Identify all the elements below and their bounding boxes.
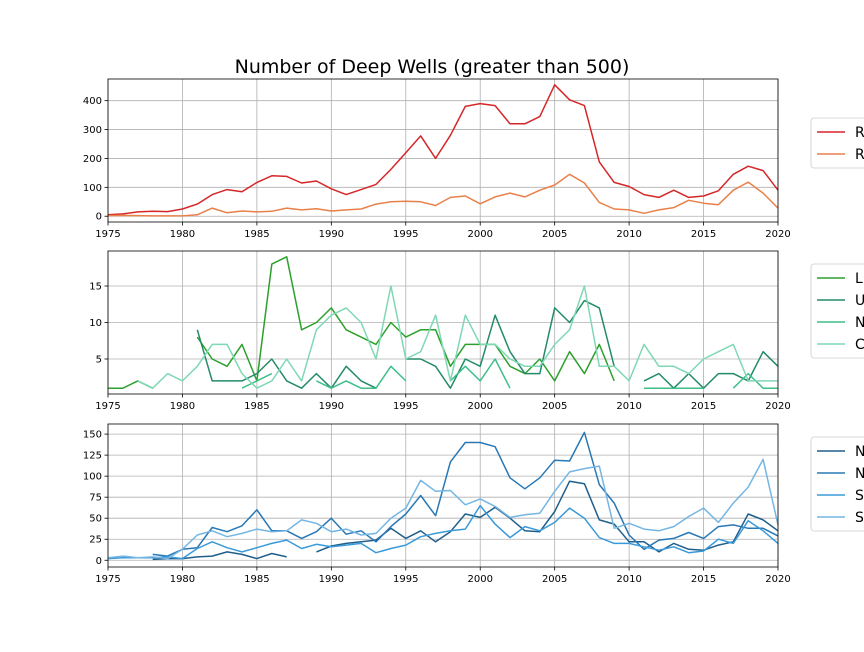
subplots: 1975 1980 1985 1990 1995 2000 2005 2010 2015 2020…	[83, 78, 864, 585]
x-tick-label: 2015	[691, 229, 716, 240]
x-tick-label: 1980	[170, 574, 195, 585]
x-tick-label: 2005	[542, 401, 567, 412]
x-tick-label: 2020	[765, 401, 790, 412]
x-tick-label: 2005	[542, 574, 567, 585]
x-tick-label: 1995	[393, 229, 418, 240]
y-tick-label: 150	[83, 430, 102, 441]
series-line-2-3	[241, 372, 273, 389]
legend-label: R	[855, 147, 864, 163]
x-tick-label: 1985	[244, 401, 269, 412]
series-line-2-2	[643, 350, 779, 389]
x-tick-label: 1975	[95, 229, 120, 240]
x-tick-label: 1980	[170, 229, 195, 240]
x-tick-label: 1990	[319, 229, 344, 240]
series-line-2-2	[405, 299, 615, 389]
series-line-3-1	[152, 551, 287, 561]
series-line-3-3	[107, 504, 779, 560]
legend-label: N	[855, 444, 864, 460]
series-line-3-4	[107, 458, 779, 560]
series-line-1-2	[107, 173, 779, 217]
y-tick-label: 50	[89, 514, 102, 525]
x-tick-label: 2005	[542, 229, 567, 240]
subplot-1: 1975 1980 1985 1990 1995 2000 2005 2010 2015 2020…	[83, 78, 864, 240]
series-line-2-3	[316, 365, 407, 389]
y-tick-label: 100	[83, 472, 102, 483]
x-tick-label: 1985	[244, 229, 269, 240]
legend-label: U	[855, 293, 864, 309]
legend-box	[810, 436, 864, 532]
series-line-2-3	[449, 358, 511, 389]
x-tick-label: 2015	[691, 574, 716, 585]
legend-label: N	[855, 466, 864, 482]
x-tick-label: 2010	[616, 574, 641, 585]
y-tick-label: 300	[83, 125, 102, 136]
subplot-2: 1975 1980 1985 1990 1995 2000 2005 2010 2015 2020…	[89, 250, 864, 412]
series-line-3-2	[152, 431, 779, 557]
y-tick-label: 5	[96, 354, 102, 365]
x-tick-label: 1980	[170, 401, 195, 412]
axes-frame	[107, 423, 779, 568]
legend-label: R	[855, 125, 864, 141]
x-tick-label: 1990	[319, 574, 344, 585]
x-tick-label: 2000	[467, 401, 492, 412]
y-tick-label: 200	[83, 154, 102, 165]
y-tick-label: 10	[89, 318, 102, 329]
chart-title: Number of Deep Wells (greater than 500)	[235, 56, 630, 78]
series-line-3-1	[316, 480, 779, 553]
y-tick-label: 0	[96, 212, 102, 223]
axes-frame	[107, 78, 779, 223]
subplot-3: 1975 1980 1985 1990 1995 2000 2005 2010 2015 2020…	[83, 423, 864, 585]
legend-label: C	[855, 337, 864, 353]
series-line-2-4	[137, 285, 778, 389]
y-tick-label: 0	[96, 556, 102, 567]
x-tick-label: 1985	[244, 574, 269, 585]
legend-box	[810, 263, 864, 359]
legend-label: S	[855, 510, 864, 526]
series-line-1-1	[107, 84, 779, 216]
x-tick-label: 2010	[616, 229, 641, 240]
x-tick-label: 2020	[765, 574, 790, 585]
x-tick-label: 1995	[393, 401, 418, 412]
legend-label: S	[855, 488, 864, 504]
x-tick-label: 2010	[616, 401, 641, 412]
y-tick-label: 25	[89, 535, 102, 546]
y-tick-label: 75	[89, 493, 102, 504]
series-line-2-2	[196, 329, 377, 389]
legend-1: RR	[810, 117, 864, 169]
x-tick-label: 1995	[393, 574, 418, 585]
x-tick-label: 1975	[95, 574, 120, 585]
legend-label: L	[855, 271, 863, 287]
y-tick-label: 100	[83, 183, 102, 194]
y-tick-label: 125	[83, 451, 102, 462]
x-tick-label: 2000	[467, 229, 492, 240]
x-tick-label: 1975	[95, 401, 120, 412]
x-tick-label: 2015	[691, 401, 716, 412]
legend-label: N	[855, 315, 864, 331]
y-tick-label: 400	[83, 96, 102, 107]
x-tick-label: 1990	[319, 401, 344, 412]
x-tick-label: 2000	[467, 574, 492, 585]
y-tick-label: 15	[89, 282, 102, 293]
x-tick-label: 2020	[765, 229, 790, 240]
legend-box	[810, 117, 864, 169]
